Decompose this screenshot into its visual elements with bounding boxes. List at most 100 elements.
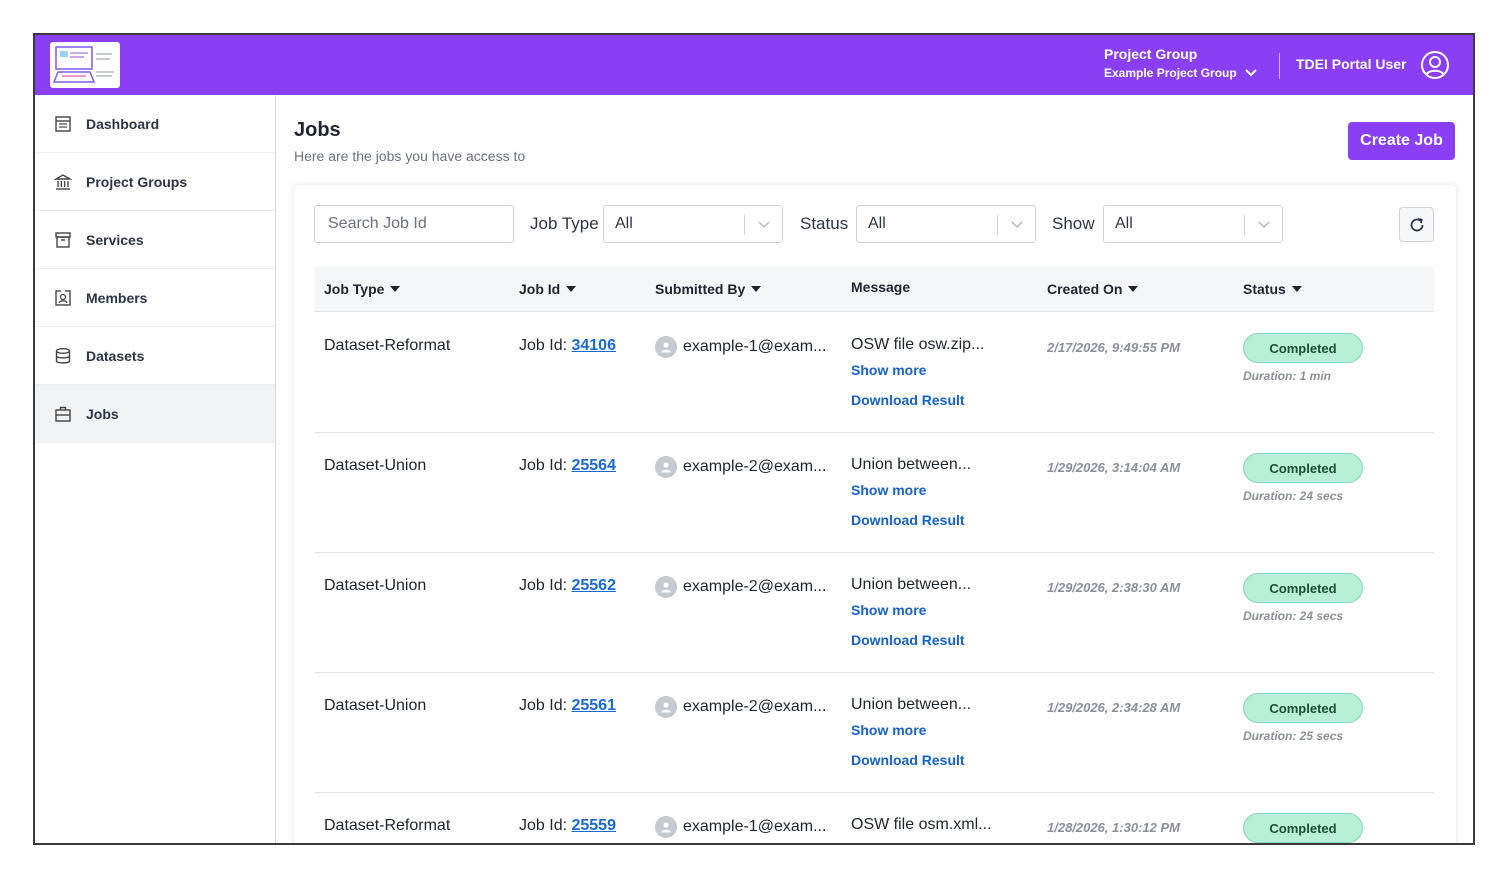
column-header-label: Message xyxy=(851,279,911,295)
user-avatar-icon xyxy=(655,576,677,598)
created-on-cell: 1/29/2026, 3:14:04 AM xyxy=(1047,460,1181,475)
refresh-button[interactable] xyxy=(1399,207,1434,242)
column-header-created-on[interactable]: Created On xyxy=(1047,281,1139,297)
chevron-down-icon[interactable] xyxy=(1244,68,1257,78)
status-select[interactable]: All xyxy=(856,205,1036,243)
column-header-job-type[interactable]: Job Type xyxy=(324,281,401,297)
top-bar: Project Group Example Project Group TDEI… xyxy=(35,35,1473,95)
show-more-link[interactable]: Show more xyxy=(851,482,927,498)
column-header-job-id[interactable]: Job Id xyxy=(519,281,577,297)
status-badge: Completed xyxy=(1243,453,1363,483)
job-id-cell: Job Id: 34106 xyxy=(519,337,616,355)
submitted-by-email: example-1@exam... xyxy=(683,818,827,835)
user-avatar-icon xyxy=(655,696,677,718)
sidebar-item-services[interactable]: Services xyxy=(35,211,275,269)
job-id-prefix: Job Id: xyxy=(519,457,572,474)
download-result-link[interactable]: Download Result xyxy=(851,632,965,648)
show-select[interactable]: All xyxy=(1103,205,1283,243)
message-cell: OSW file osw.zip... Show more Download Res… xyxy=(851,336,984,408)
user-avatar-icon[interactable] xyxy=(1420,50,1450,80)
show-more-link[interactable]: Show more xyxy=(851,722,927,738)
show-label: Show xyxy=(1052,214,1095,233)
download-result-link[interactable]: Download Result xyxy=(851,752,965,768)
sort-caret-icon xyxy=(566,286,577,292)
show-more-link[interactable]: Show more xyxy=(851,362,927,378)
job-id-link[interactable]: 25561 xyxy=(571,697,616,714)
user-avatar-icon xyxy=(655,816,677,838)
sidebar: Dashboard Project Groups Services Member… xyxy=(35,95,276,843)
sidebar-item-dashboard[interactable]: Dashboard xyxy=(35,95,275,153)
jobs-card: Job Type All Status All Show All xyxy=(294,185,1456,843)
job-id-link[interactable]: 34106 xyxy=(571,337,616,354)
message-cell: Union between... Show more Download Result xyxy=(851,456,971,528)
job-id-prefix: Job Id: xyxy=(519,817,572,834)
user-name[interactable]: TDEI Portal User xyxy=(1296,56,1407,72)
app-logo[interactable] xyxy=(50,42,120,88)
job-id-prefix: Job Id: xyxy=(519,697,572,714)
page-title: Jobs xyxy=(294,119,341,141)
job-type-cell: Dataset-Union xyxy=(324,697,427,714)
user-avatar-icon xyxy=(655,456,677,478)
submitted-by-email: example-2@exam... xyxy=(683,578,827,595)
sidebar-item-project-groups[interactable]: Project Groups xyxy=(35,153,275,211)
show-more-link[interactable]: Show more xyxy=(851,602,927,618)
column-header-submitted-by[interactable]: Submitted By xyxy=(655,281,762,297)
job-type-select[interactable]: All xyxy=(603,205,783,243)
message-text: Union between... xyxy=(851,696,972,713)
status-label: Status xyxy=(800,214,849,233)
select-separator xyxy=(1244,215,1245,235)
sort-caret-icon xyxy=(1128,286,1139,292)
status-cell: Completed xyxy=(1243,813,1363,843)
search-job-id-input[interactable] xyxy=(314,205,514,243)
create-job-button[interactable]: Create Job xyxy=(1348,122,1455,160)
project-group-selector[interactable]: Project Group Example Project Group xyxy=(1104,45,1257,80)
table-row: Dataset-Union Job Id: 25564 example-2@exam… xyxy=(314,433,1434,553)
sidebar-item-datasets[interactable]: Datasets xyxy=(35,327,275,385)
job-id-cell: Job Id: 25562 xyxy=(519,577,616,595)
created-on-cell: 1/28/2026, 1:30:12 PM xyxy=(1047,820,1180,835)
submitted-by-cell: example-1@exam... xyxy=(655,816,826,838)
column-header-label: Submitted By xyxy=(655,281,746,297)
status-cell: Completed Duration: 25 secs xyxy=(1243,693,1363,743)
job-id-cell: Job Id: 25564 xyxy=(519,457,616,475)
table-row: Dataset-Reformat Job Id: 34106 example-1@e… xyxy=(314,313,1434,433)
job-type-label: Job Type xyxy=(530,214,599,233)
job-id-link[interactable]: 25564 xyxy=(571,457,616,474)
status-badge: Completed xyxy=(1243,333,1363,363)
created-on-cell: 2/17/2026, 9:49:55 PM xyxy=(1047,340,1180,355)
job-id-cell: Job Id: 25561 xyxy=(519,697,616,715)
download-result-link[interactable]: Download Result xyxy=(851,392,965,408)
job-id-link[interactable]: 25559 xyxy=(571,817,616,834)
column-header-status[interactable]: Status xyxy=(1243,281,1302,297)
job-id-prefix: Job Id: xyxy=(519,577,572,594)
message-cell: Union between... Show more Download Result xyxy=(851,696,971,768)
table-row: Dataset-Reformat Job Id: 25559 example-1@e… xyxy=(314,793,1434,843)
job-type-cell: Dataset-Reformat xyxy=(324,817,451,834)
sort-caret-icon xyxy=(390,286,401,292)
project-group-value: Example Project Group xyxy=(1104,66,1237,80)
user-avatar-icon xyxy=(655,336,677,358)
sidebar-item-label: Datasets xyxy=(86,347,145,364)
select-separator xyxy=(997,215,998,235)
sidebar-item-label: Dashboard xyxy=(86,115,160,132)
refresh-icon xyxy=(1410,217,1423,231)
submitted-by-cell: example-2@exam... xyxy=(655,576,826,598)
status-badge: Completed xyxy=(1243,573,1363,603)
sidebar-item-jobs[interactable]: Jobs xyxy=(35,385,275,443)
sidebar-item-members[interactable]: Members xyxy=(35,269,275,327)
job-id-prefix: Job Id: xyxy=(519,337,572,354)
download-result-link[interactable]: Download Result xyxy=(851,512,965,528)
sidebar-item-label: Members xyxy=(86,289,148,306)
job-id-link[interactable]: 25562 xyxy=(571,577,616,594)
job-type-cell: Dataset-Reformat xyxy=(324,337,451,354)
table-header: Job Type Job Id Submitted By Message Cre… xyxy=(314,267,1434,312)
status-badge: Completed xyxy=(1243,813,1363,843)
chevron-down-icon xyxy=(1258,221,1270,229)
submitted-by-email: example-1@exam... xyxy=(683,338,827,355)
job-type-value: All xyxy=(615,215,633,232)
job-type-cell: Dataset-Union xyxy=(324,457,427,474)
created-on-cell: 1/29/2026, 2:38:30 AM xyxy=(1047,580,1181,595)
show-more-link[interactable]: Show more xyxy=(851,842,991,843)
status-cell: Completed Duration: 1 min xyxy=(1243,333,1363,383)
